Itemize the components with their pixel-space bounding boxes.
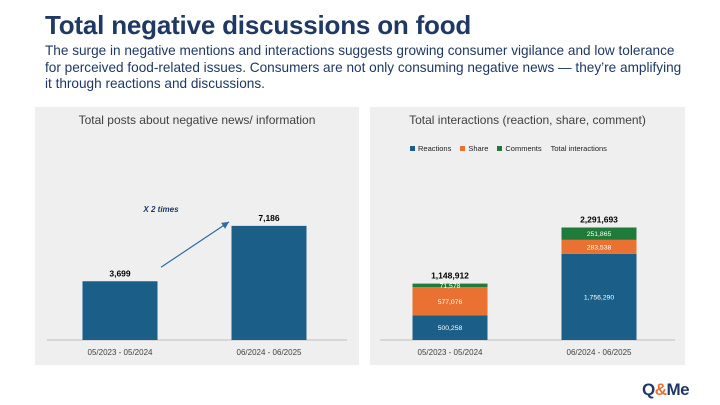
posts-category-label-2: 06/2024 - 06/2025 [237,348,302,357]
posts-chart: 3,699 05/2023 - 05/2024 7,186 06/2024 - 06/… [47,205,347,357]
interactions-chart: 500,258 577,076 71,578 1,148,912 05/2023 - 0… [380,214,675,357]
interactions-total-label-2: 2,291,693 [580,214,618,224]
posts-bar-1 [82,281,158,340]
posts-chart-panel: Total posts about negative news/ informa… [35,107,359,365]
legend-swatch-comments [497,146,503,151]
qme-logo: Q&Me [642,380,690,400]
interactions-category-label-2: 06/2024 - 06/2025 [567,348,632,357]
interactions-bar-share-1 [412,287,488,316]
interactions-label-reactions-1: 500,258 [438,325,463,332]
interactions-label-share-1: 577,076 [438,299,463,306]
interactions-category-label-1: 05/2023 - 05/2024 [418,348,483,357]
legend-item-share: Share [460,144,488,153]
legend-item-comments: Comments [497,144,542,153]
interactions-label-comments-2: 251,865 [587,231,612,238]
posts-value-label-1: 3,699 [109,268,131,278]
interactions-chart-title: Total interactions (reaction, share, com… [409,113,646,127]
page-subtitle: The surge in negative mentions and inter… [45,43,682,91]
growth-arrow [160,221,230,268]
interactions-bar-comments-2 [561,227,637,240]
interactions-legend: Reactions Share Comments Total interacti… [410,144,607,153]
legend-swatch-reactions [410,146,415,151]
legend-label-share: Share [468,144,489,153]
interactions-chart-panel: Total interactions (reaction, share, com… [370,107,685,365]
interactions-bar-share-2 [561,239,637,254]
interactions-total-label-1: 1,148,912 [431,271,469,281]
growth-annotation: X 2 times [142,205,179,214]
logo-q: Q [642,380,655,399]
posts-chart-title: Total posts about negative news/ informa… [78,113,316,127]
legend-label-total: Total interactions [550,144,607,153]
interactions-label-share-2: 283,538 [587,244,612,251]
interactions-label-comments-1: 71,578 [440,283,461,290]
interactions-bar-reactions-2 [561,253,637,340]
posts-category-label-1: 05/2023 - 05/2024 [88,348,153,357]
interactions-bar-reactions-1 [412,315,488,340]
logo-ampersand: & [654,380,667,399]
page-title: Total negative discussions on food [45,10,472,40]
legend-label-comments: Comments [505,144,542,153]
legend-label-reactions: Reactions [418,144,452,153]
legend-item-reactions: Reactions [410,144,451,153]
logo-me: Me [666,380,690,399]
posts-bar-2 [231,225,307,340]
interactions-bar-comments-1 [412,283,488,288]
posts-value-label-2: 7,186 [258,213,280,223]
legend-item-total: Total interactions [551,144,607,153]
interactions-label-reactions-2: 1,756,290 [584,294,614,301]
legend-swatch-share [460,146,466,151]
